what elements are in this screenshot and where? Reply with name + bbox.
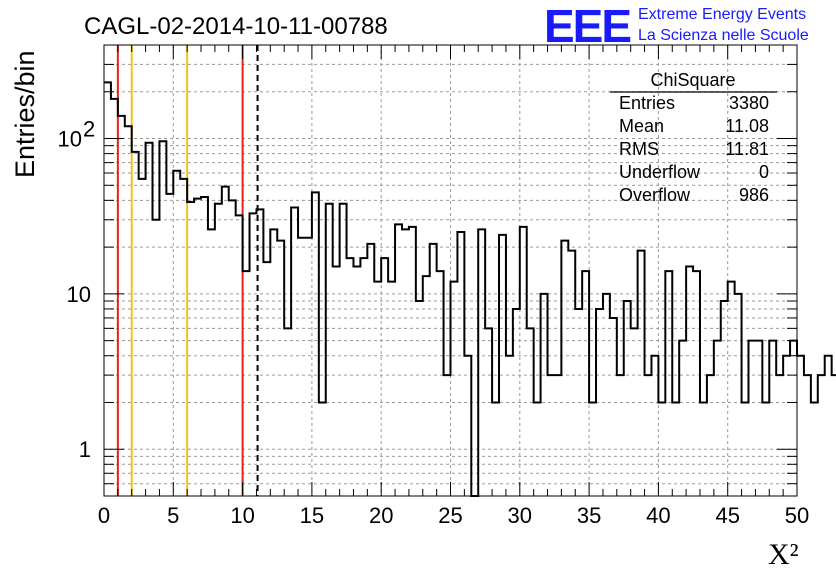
y-tick-label-exponent: 2 [83,117,95,142]
stats-row-label: Underflow [619,162,701,182]
y-axis-label: Entries/bin [10,50,40,178]
x-tick-label: 15 [300,503,324,528]
x-tick-label: 50 [785,503,809,528]
x-axis-label: X² [768,538,799,571]
chart-title: CAGL-02-2014-10-11-00788 [84,13,388,40]
eee-logo-line2: La Scienza nelle Scuole [638,27,809,44]
x-tick-label: 10 [230,503,254,528]
stats-row-label: Mean [619,116,664,136]
x-tick-label: 45 [715,503,739,528]
eee-logo: EEE Extreme Energy Events La Scienza nel… [544,0,809,52]
stats-title: ChiSquare [650,70,735,90]
stats-row-label: Overflow [619,185,691,205]
stats-row-value: 3380 [729,93,769,113]
eee-logo-mark: EEE [544,0,630,52]
x-tick-label: 40 [646,503,670,528]
marker-lines [116,45,259,496]
stats-row-value: 11.08 [725,116,769,136]
x-tick-label: 20 [369,503,393,528]
x-tick-label: 30 [508,503,532,528]
x-tick-label: 25 [438,503,462,528]
y-tick-label: 10 [67,282,91,307]
x-tick-label: 0 [98,503,110,528]
stats-row-label: Entries [619,93,675,113]
stats-row-value: 11.81 [725,139,769,159]
stats-row-value: 986 [739,185,769,205]
stats-row-value: 0 [759,162,769,182]
x-tick-label: 5 [167,503,179,528]
y-tick-label: 10 [58,127,82,152]
x-tick-label: 35 [577,503,601,528]
axis-ticks [103,45,798,496]
eee-logo-line1: Extreme Energy Events [638,6,806,23]
stats-box: ChiSquare Entries 3380 Mean 11.08 RMS 11.81 Un… [610,70,777,205]
grid-lines [104,45,797,496]
y-tick-label: 1 [79,437,91,462]
x-tick-labels: 0 5 10 15 20 25 30 35 40 45 50 [98,503,809,528]
stats-row-label: RMS [619,139,659,159]
